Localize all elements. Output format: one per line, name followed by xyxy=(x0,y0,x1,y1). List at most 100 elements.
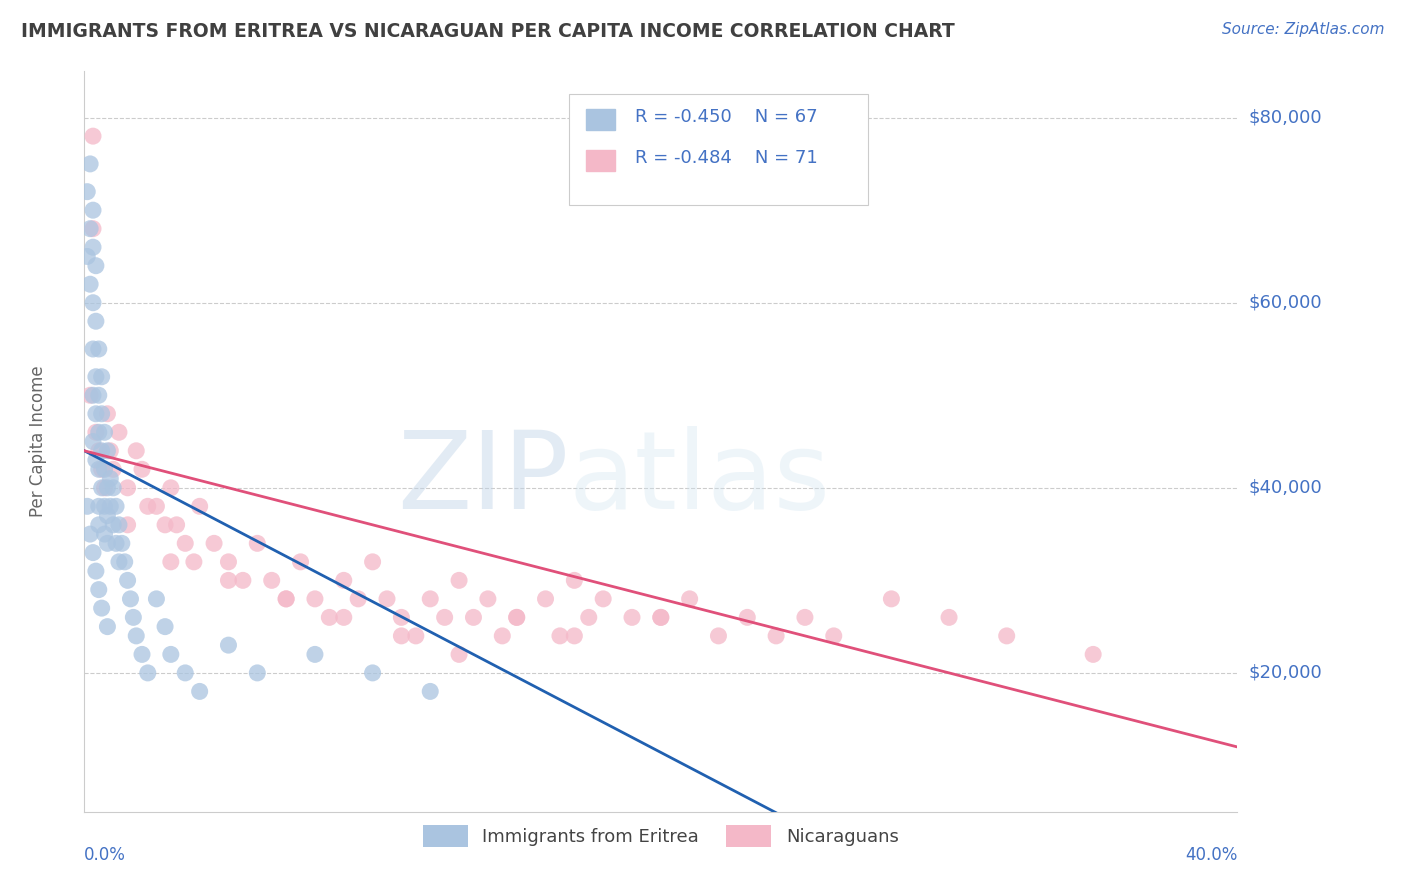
Point xyxy=(304,591,326,606)
Point xyxy=(79,221,101,235)
Text: IMMIGRANTS FROM ERITREA VS NICARAGUAN PER CAPITA INCOME CORRELATION CHART: IMMIGRANTS FROM ERITREA VS NICARAGUAN PE… xyxy=(21,22,955,41)
Point xyxy=(592,591,614,606)
Point xyxy=(114,555,136,569)
Point xyxy=(564,629,586,643)
Point xyxy=(96,481,118,495)
Text: 0.0%: 0.0% xyxy=(84,847,127,864)
Point xyxy=(84,453,107,467)
Point xyxy=(82,240,104,254)
Point xyxy=(105,536,128,550)
Point xyxy=(578,610,600,624)
Point xyxy=(1083,648,1105,662)
Point xyxy=(105,500,128,514)
Point xyxy=(188,500,211,514)
Point xyxy=(84,369,107,384)
Point xyxy=(419,684,441,698)
Point xyxy=(145,591,167,606)
Point xyxy=(477,591,499,606)
Point xyxy=(218,574,240,588)
Point xyxy=(153,517,176,532)
Text: R = -0.450    N = 67: R = -0.450 N = 67 xyxy=(636,109,818,127)
Point xyxy=(463,610,485,624)
Bar xyxy=(586,150,614,170)
Point xyxy=(361,665,384,680)
Point xyxy=(87,462,110,476)
Text: 40.0%: 40.0% xyxy=(1185,847,1237,864)
Point xyxy=(93,462,115,476)
Point xyxy=(117,574,139,588)
Point xyxy=(290,555,312,569)
Point xyxy=(125,443,148,458)
Point xyxy=(153,619,176,633)
Point xyxy=(333,610,356,624)
Point xyxy=(108,425,131,440)
Point xyxy=(125,629,148,643)
Point xyxy=(506,610,529,624)
Point xyxy=(506,610,529,624)
Point xyxy=(160,648,183,662)
Point xyxy=(84,407,107,421)
Point xyxy=(108,517,131,532)
Point xyxy=(160,555,183,569)
Point xyxy=(122,610,145,624)
Point xyxy=(145,500,167,514)
Point xyxy=(82,203,104,218)
Point xyxy=(82,434,104,449)
Point xyxy=(391,610,413,624)
Point xyxy=(84,564,107,578)
Point xyxy=(79,277,101,292)
Point xyxy=(96,407,118,421)
Point xyxy=(93,425,115,440)
Point xyxy=(87,500,110,514)
Bar xyxy=(586,109,614,130)
Point xyxy=(823,629,845,643)
Point xyxy=(246,665,269,680)
Point xyxy=(79,157,101,171)
Point xyxy=(98,471,121,485)
Point xyxy=(87,425,110,440)
Point xyxy=(82,221,104,235)
Text: $80,000: $80,000 xyxy=(1249,109,1322,127)
Point xyxy=(765,629,787,643)
Point xyxy=(82,545,104,560)
Point xyxy=(84,314,107,328)
Point xyxy=(534,591,557,606)
Point xyxy=(564,574,586,588)
Point xyxy=(103,481,124,495)
Point xyxy=(93,481,115,495)
Point xyxy=(707,629,730,643)
Point xyxy=(98,443,121,458)
Point xyxy=(318,610,340,624)
Point xyxy=(218,638,240,652)
Text: Per Capita Income: Per Capita Income xyxy=(30,366,48,517)
Point xyxy=(87,582,110,597)
Point xyxy=(76,250,98,264)
Point xyxy=(117,517,139,532)
Point xyxy=(82,129,104,144)
Text: $40,000: $40,000 xyxy=(1249,479,1322,497)
Point xyxy=(103,462,124,476)
Point xyxy=(246,536,269,550)
Point xyxy=(218,555,240,569)
Point xyxy=(202,536,225,550)
Point xyxy=(405,629,427,643)
Point xyxy=(108,555,131,569)
Point xyxy=(136,665,159,680)
Point xyxy=(136,500,159,514)
Point xyxy=(111,536,134,550)
Text: $60,000: $60,000 xyxy=(1249,293,1322,311)
Point xyxy=(232,574,254,588)
Point xyxy=(90,369,112,384)
Point xyxy=(433,610,456,624)
Point xyxy=(276,591,298,606)
Point xyxy=(160,481,183,495)
Point xyxy=(188,684,211,698)
Point xyxy=(120,591,142,606)
Point xyxy=(333,574,356,588)
Point xyxy=(880,591,903,606)
Point xyxy=(82,342,104,356)
Point xyxy=(84,259,107,273)
Text: atlas: atlas xyxy=(568,425,831,532)
Point xyxy=(679,591,702,606)
Point xyxy=(419,591,441,606)
